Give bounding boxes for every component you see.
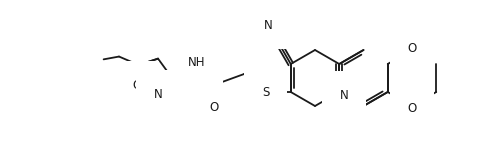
Text: S: S <box>262 85 269 98</box>
Text: O: O <box>132 79 141 92</box>
Text: N: N <box>264 19 273 32</box>
Text: O: O <box>209 101 218 114</box>
Text: O: O <box>407 42 417 54</box>
Text: NH: NH <box>187 56 205 69</box>
Text: N: N <box>340 88 349 101</box>
Text: N: N <box>154 88 162 101</box>
Text: O: O <box>407 101 417 115</box>
